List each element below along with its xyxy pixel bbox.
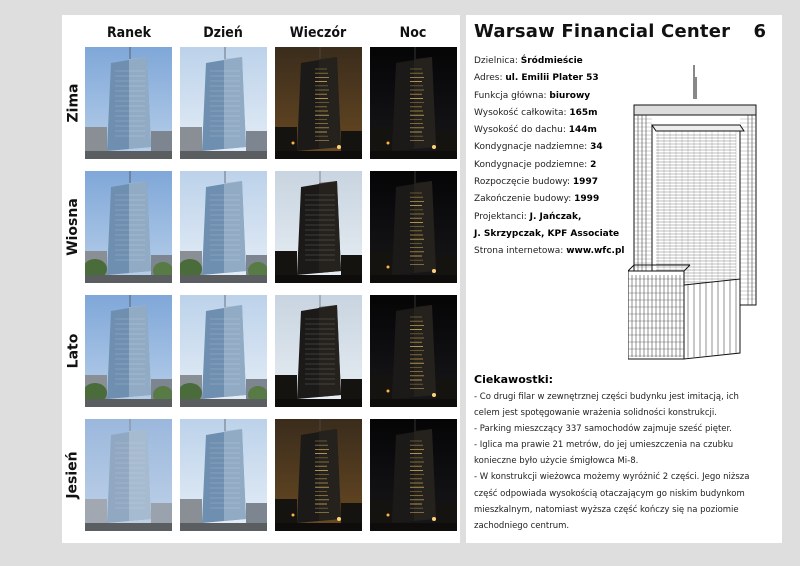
photo-wiosna-noc (370, 171, 457, 283)
page-number: 6 (753, 21, 766, 42)
fact-line: - Co drugi filar w zewnętrznej części bu… (474, 392, 739, 402)
page-title: Warsaw Financial Center (474, 21, 731, 42)
column-header-wieczor: Wieczór (289, 25, 347, 41)
photo-wiosna-wieczór (275, 171, 362, 283)
fact-line: zachodniego centrum. (474, 520, 570, 531)
row-header-lato: Lato (65, 333, 81, 369)
column-header-dzien: Dzień (203, 25, 243, 41)
photo-zima-noc (370, 47, 457, 159)
building-details: Dzielnica: Śródmieście Adres: ul. Emilii… (474, 53, 654, 261)
fact-line: część odpowiada wysokością otaczającym g… (474, 488, 745, 499)
photo-zima-dzień (180, 47, 267, 159)
photo-lato-dzień (180, 295, 267, 407)
fact-line: - Iglica ma prawie 21 metrów, do jej umi… (474, 440, 734, 451)
column-header-noc: Noc (399, 25, 427, 41)
detail-designers: Projektanci: J. Jańczak, (474, 211, 582, 222)
photo-zima-wieczór (275, 47, 362, 159)
photo-lato-ranek (85, 295, 172, 407)
photo-lato-noc (370, 295, 457, 407)
fact-line: - Parking mieszczący 337 samochodów zajm… (474, 424, 732, 435)
detail-floors-below: Kondygnacje podziemne: 2 (474, 159, 597, 170)
photo-wiosna-dzień (180, 171, 267, 283)
detail-total-height: Wysokość całkowita: 165m (474, 107, 598, 118)
facts-list: - Co drugi filar w zewnętrznej części bu… (474, 389, 774, 534)
fact-line: - W konstrukcji wieżowca możemy wyróżnić… (474, 472, 750, 483)
photo-jesień-dzień (180, 419, 267, 531)
building-drawing (628, 65, 757, 360)
row-header-wiosna: Wiosna (65, 198, 82, 256)
detail-construction-end: Zakończenie budowy: 1999 (474, 194, 600, 205)
photo-jesień-ranek (85, 419, 172, 531)
detail-roof-height: Wysokość do dachu: 144m (474, 125, 597, 136)
photo-zima-ranek (85, 47, 172, 159)
info-panel: Warsaw Financial Center 6 Dzielnica: Śró… (466, 15, 782, 543)
fact-line: celem jest spotęgowanie wrażenia solidno… (474, 408, 717, 419)
facts-title: Ciekawostki: (474, 373, 554, 386)
detail-function: Funkcja główna: biurowy (474, 90, 591, 101)
photo-jesień-noc (370, 419, 457, 531)
photo-grid-panel: Ranek Dzień Wieczór Noc Zima Wiosna Lato… (62, 15, 460, 543)
photo-lato-wieczór (275, 295, 362, 407)
row-header-jesien: Jesień (65, 451, 81, 499)
detail-construction-start: Rozpoczęcie budowy: 1997 (474, 177, 598, 188)
detail-designers-cont: J. Skrzypczak, KPF Associate (474, 228, 620, 239)
photo-wiosna-ranek (85, 171, 172, 283)
fact-line: mieszkalnym, natomiast wyższa część końc… (474, 504, 739, 515)
column-header-ranek: Ranek (106, 25, 152, 41)
photo-jesień-wieczór (275, 419, 362, 531)
detail-floors-above: Kondygnacje nadziemne: 34 (474, 142, 603, 153)
detail-district: Dzielnica: Śródmieście (474, 56, 583, 66)
fact-line: konieczne było użycie śmigłowca Mi-8. (474, 456, 639, 467)
detail-address: Adres: ul. Emilii Plater 53 (474, 73, 599, 84)
detail-website: Strona internetowa: www.wfc.pl (474, 246, 625, 257)
row-header-zima: Zima (65, 83, 81, 123)
